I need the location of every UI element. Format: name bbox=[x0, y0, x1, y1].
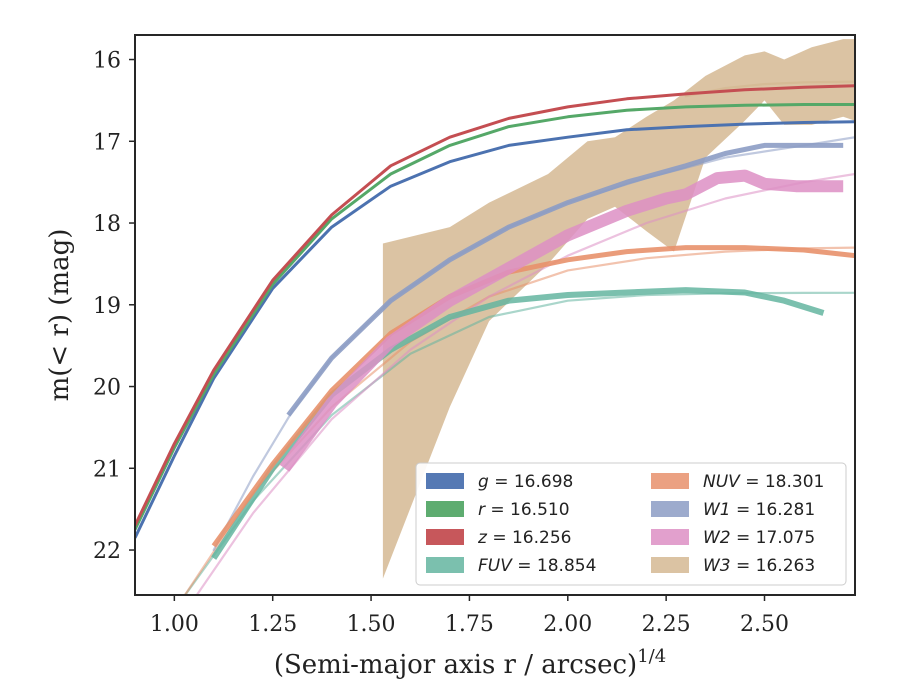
legend-box bbox=[415, 462, 847, 586]
plot-area bbox=[135, 39, 855, 595]
x-tick-label: 1.50 bbox=[347, 612, 396, 637]
x-axis-label-superscript: 1/4 bbox=[637, 646, 666, 667]
y-tick-label: 16 bbox=[93, 49, 121, 74]
axes-ticks: 1.00 1.25 1.50 1.75 2.00 2.25 2.50 16 17 18 19 20 21… bbox=[93, 49, 789, 637]
x-tick-label: 1.75 bbox=[445, 612, 494, 637]
series-line-g bbox=[135, 120, 855, 539]
series-line-z bbox=[135, 84, 855, 527]
y-axis-label: m(< r) (mag) bbox=[45, 229, 75, 402]
legend-entry-r: r = 16.510 bbox=[478, 500, 570, 520]
x-axis-label: (Semi-major axis r / arcsec)1/4 bbox=[274, 646, 666, 680]
legend-swatch-r bbox=[426, 501, 464, 517]
legend-swatch-w2 bbox=[651, 529, 689, 545]
y-tick-label: 22 bbox=[93, 539, 121, 564]
x-tick-label: 2.00 bbox=[543, 612, 592, 637]
legend-entry-g: g = 16.698 bbox=[478, 472, 573, 492]
y-tick-label: 19 bbox=[93, 294, 121, 319]
y-tick-label: 18 bbox=[93, 212, 121, 237]
legend: g = 16.698 r = 16.510 z = 16.256 FUV = 18.8… bbox=[415, 462, 847, 586]
series-line-r bbox=[135, 103, 855, 531]
y-tick-label: 20 bbox=[93, 376, 121, 401]
legend-swatch-nuv bbox=[651, 473, 689, 489]
legend-swatch-w3 bbox=[651, 557, 689, 573]
x-tick-label: 2.25 bbox=[642, 612, 691, 637]
legend-entry-z: z = 16.256 bbox=[477, 528, 571, 548]
x-axis-label-main: (Semi-major axis r / arcsec) bbox=[274, 650, 637, 680]
legend-entry-w3: W3 = 16.263 bbox=[703, 556, 815, 576]
plot-frame bbox=[134, 34, 856, 596]
legend-entry-fuv: FUV = 18.854 bbox=[478, 556, 596, 576]
series-line-w2 bbox=[279, 169, 844, 472]
x-tick-label: 2.50 bbox=[740, 612, 789, 637]
series-line-w1 bbox=[286, 142, 844, 417]
legend-swatch-z bbox=[426, 529, 464, 545]
legend-swatch-g bbox=[426, 473, 464, 489]
y-tick-label: 21 bbox=[93, 457, 121, 482]
legend-swatch-w1 bbox=[651, 501, 689, 517]
x-tick-label: 1.00 bbox=[150, 612, 199, 637]
legend-entry-nuv: NUV = 18.301 bbox=[703, 472, 824, 492]
x-tick-label: 1.25 bbox=[248, 612, 297, 637]
legend-entry-w2: W2 = 17.075 bbox=[703, 528, 815, 548]
legend-entry-w1: W1 = 16.281 bbox=[703, 500, 815, 520]
series-line-nuv bbox=[211, 245, 855, 548]
legend-swatch-fuv bbox=[426, 557, 464, 573]
y-tick-label: 17 bbox=[93, 130, 121, 155]
